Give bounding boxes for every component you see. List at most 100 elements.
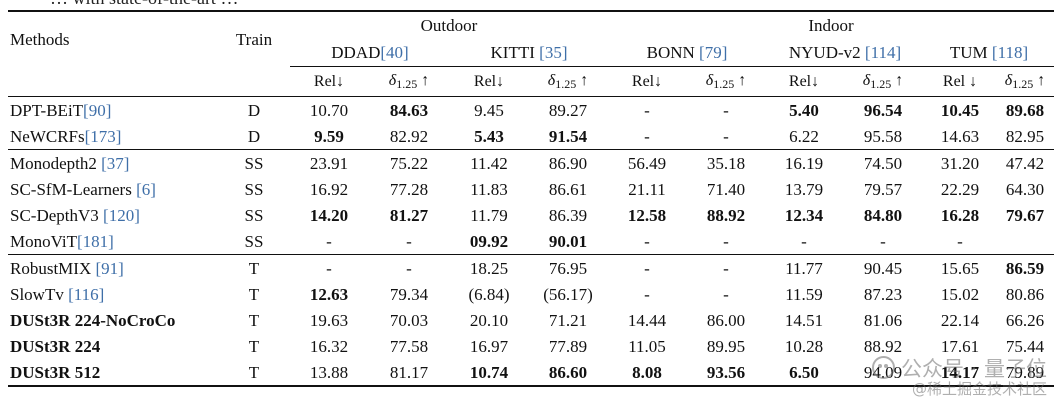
delta-symbol: δ: [1004, 72, 1013, 89]
rel-value-cell: 14.44: [627, 310, 667, 330]
delta-metric-header: δ1.25 ↑: [842, 67, 924, 97]
delta-value-cell: 91.54: [548, 126, 588, 146]
dataset-citation: [114]: [864, 43, 902, 62]
train-header-spacer: [218, 67, 290, 97]
delta-value-cell: 75.22: [389, 153, 429, 173]
delta-value-cell: 66.26: [1005, 310, 1045, 330]
train-type-cell: T: [248, 258, 260, 278]
delta-value-cell: 88.92: [863, 336, 903, 356]
method-name: SC-SfM-Learners: [10, 179, 137, 199]
rel-value-cell: 11.59: [785, 284, 823, 304]
rel-value-cell: 10.28: [784, 336, 824, 356]
rel-value-cell: 14.17: [940, 362, 980, 382]
delta-value-cell: 35.18: [706, 153, 746, 173]
table-body: DPT-BEiT[90] D 10.70 84.63 9.45 89.27 - - 5.40 96…: [8, 96, 1054, 386]
delta-threshold: 1.25: [1012, 77, 1034, 91]
rel-value-cell: -: [644, 231, 650, 251]
rel-value-cell: -: [644, 100, 650, 120]
delta-value-cell: 71.40: [706, 179, 746, 199]
delta-value-cell: 64.30: [1005, 179, 1045, 199]
rel-value-cell: 14.63: [940, 126, 980, 146]
delta-value-cell: 79.57: [863, 179, 903, 199]
delta-metric-header: δ1.25 ↑: [368, 67, 450, 97]
rel-value-cell: 10.74: [469, 362, 509, 382]
method-name-cell: SC-SfM-Learners [6]: [8, 176, 218, 202]
table-row: RobustMIX [91] T - - 18.25 76.95 - - 11.77 90.45 1…: [8, 254, 1054, 282]
table-row: SC-SfM-Learners [6] SS 16.92 77.28 11.83 86.6…: [8, 176, 1054, 202]
rel-value-cell: 16.97: [469, 336, 509, 356]
methods-header: Methods: [10, 29, 70, 49]
delta-value-cell: 80.86: [1005, 284, 1045, 304]
delta-value-cell: 84.63: [389, 100, 429, 120]
delta-value-cell: -: [406, 231, 412, 251]
method-name: SC-DepthV3: [10, 205, 104, 225]
method-name-cell: MonoViT[181]: [8, 228, 218, 255]
dataset-citation-number: 79: [704, 43, 722, 62]
delta-symbol: δ: [862, 72, 871, 89]
rel-value-cell: 18.25: [469, 258, 509, 278]
delta-symbol: δ: [547, 72, 556, 89]
delta-value-cell: 77.58: [389, 336, 429, 356]
rel-value-cell: 21.11: [628, 179, 666, 199]
rel-value-cell: 11.42: [470, 153, 508, 173]
rel-value-cell: 09.92: [469, 231, 509, 251]
rel-value-cell: 11.05: [628, 336, 666, 356]
delta-value-cell: -: [723, 258, 729, 278]
delta-symbol: δ: [705, 72, 714, 89]
rel-value-cell: 9.45: [474, 100, 504, 120]
rel-value-cell: 5.40: [789, 100, 819, 120]
delta-value-cell: 86.59: [1005, 258, 1045, 278]
rel-value-cell: 23.91: [309, 153, 349, 173]
rel-value-cell: -: [801, 231, 807, 251]
train-header: Train: [235, 29, 273, 49]
dataset-citation: [35]: [539, 43, 568, 62]
metric-header-row: Rel↓ δ1.25 ↑ Rel↓ δ1.25 ↑ Rel↓ δ1.25 ↑ Rel↓ δ1.…: [8, 67, 1054, 97]
rel-value-cell: 16.28: [940, 205, 980, 225]
dataset-citation-number: 114: [870, 43, 896, 62]
delta-value-cell: 75.44: [1005, 336, 1045, 356]
dataset-citation-number: 35: [544, 43, 562, 62]
method-name-cell: DUSt3R 224-NoCroCo: [8, 307, 218, 333]
delta-threshold: 1.25: [713, 77, 735, 91]
delta-value-cell: -: [880, 231, 886, 251]
rel-value-cell: 31.20: [940, 153, 980, 173]
delta-value-cell: 77.28: [389, 179, 429, 199]
delta-symbol: δ: [388, 72, 397, 89]
method-name-cell: RobustMIX [91]: [8, 255, 218, 282]
rel-value-cell: 13.79: [784, 179, 824, 199]
delta-value-cell: 81.27: [389, 205, 429, 225]
dataset-citation-number: 40: [386, 43, 404, 62]
rel-metric-header: Rel↓: [788, 72, 820, 90]
dataset-citation: [79]: [699, 43, 728, 62]
delta-metric-header: δ1.25 ↑: [686, 67, 766, 97]
dataset-citation-number: 118: [997, 43, 1023, 62]
table-row: SlowTv [116] T 12.63 79.34 (6.84) (56.17) - - 11…: [8, 281, 1054, 307]
delta-value-cell: 86.60: [548, 362, 588, 382]
delta-value-cell: -: [723, 284, 729, 304]
up-arrow-icon: ↑: [421, 72, 430, 89]
method-name-cell: NeWCRFs[173]: [8, 123, 218, 150]
delta-value-cell: 96.54: [863, 100, 903, 120]
rel-value-cell: 16.32: [309, 336, 349, 356]
rel-metric-header: Rel↓: [313, 72, 345, 90]
dataset-header-ddad: DDAD[40]: [290, 39, 450, 67]
method-citation: [91]: [95, 258, 124, 278]
rel-value-cell: 15.02: [940, 284, 980, 304]
up-arrow-icon: ↑: [738, 72, 747, 89]
table-row: SC-DepthV3 [120] SS 14.20 81.27 11.79 86.39 12…: [8, 202, 1054, 228]
rel-value-cell: 12.63: [309, 284, 349, 304]
dataset-name: NYUD-v2: [788, 43, 861, 62]
rel-metric-header: Rel↓: [631, 72, 663, 90]
delta-value-cell: -: [723, 126, 729, 146]
train-type-cell: T: [248, 336, 260, 356]
dataset-header-bonn: BONN [79]: [608, 39, 766, 67]
table-row: DUSt3R 224-NoCroCo T 19.63 70.03 20.10 71.21 1…: [8, 307, 1054, 333]
method-name: DUSt3R 224: [10, 336, 101, 356]
train-type-cell: SS: [244, 205, 264, 225]
rel-value-cell: 12.34: [784, 205, 824, 225]
rel-value-cell: 22.29: [940, 179, 980, 199]
delta-value-cell: 70.03: [389, 310, 429, 330]
delta-value-cell: 71.21: [548, 310, 588, 330]
rel-value-cell: 10.70: [309, 100, 349, 120]
delta-value-cell: 89.27: [548, 100, 588, 120]
